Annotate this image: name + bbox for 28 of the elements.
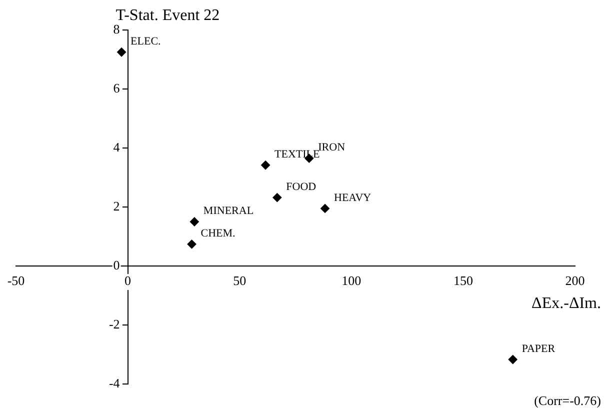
x-tick-label: -50 — [7, 272, 25, 288]
annotation: CHEM. — [200, 228, 236, 240]
y-tick-label: 4 — [113, 139, 120, 154]
point — [272, 193, 282, 202]
point — [508, 355, 518, 364]
point — [320, 204, 330, 213]
annotation: HEAVY — [334, 192, 372, 204]
annotation: ELEC. — [130, 36, 162, 48]
y-tick-label: 0 — [113, 257, 120, 272]
annotation: MINERAL — [203, 205, 254, 218]
x-tick-label: 50 — [233, 272, 246, 288]
annotation: IRON — [318, 142, 346, 154]
point — [117, 48, 126, 57]
x-tick-label: 0 — [124, 272, 132, 288]
annotation: PAPER — [522, 342, 556, 355]
y-tick-label: -2 — [108, 316, 120, 332]
text: (Corr=-0.76) — [534, 392, 601, 408]
point — [261, 160, 270, 170]
y-tick-label: 2 — [113, 198, 120, 214]
x-axis-title: ΔEx.-ΔIm. — [532, 295, 601, 312]
y-tick-label: 6 — [113, 80, 120, 96]
point — [187, 240, 196, 249]
x-tick-label: 200 — [565, 272, 585, 288]
x-tick-label: 100 — [342, 272, 362, 288]
point — [190, 217, 199, 226]
x-tick-label: 150 — [453, 272, 473, 288]
annotation: FOOD — [286, 180, 316, 193]
y-tick-label: -4 — [108, 375, 120, 390]
